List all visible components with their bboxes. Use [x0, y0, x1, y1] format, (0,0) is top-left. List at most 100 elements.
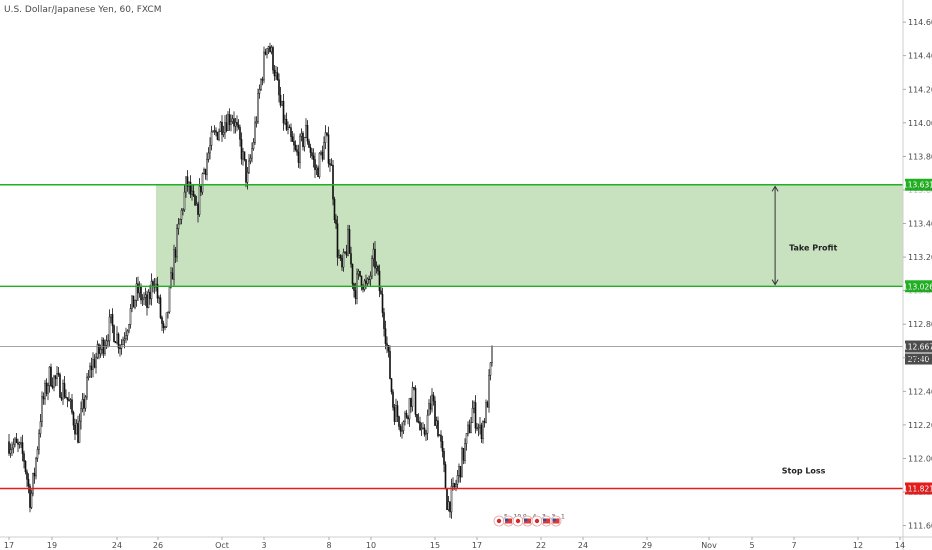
candle: [242, 147, 244, 166]
candle: [404, 410, 406, 426]
candle: [258, 84, 261, 99]
candle: [164, 325, 166, 331]
candle: [74, 418, 76, 440]
candle: [147, 289, 150, 309]
candle: [230, 114, 232, 132]
stop-price-badge: [905, 482, 932, 495]
candle: [65, 389, 67, 399]
stop-loss-label: Stop Loss: [782, 467, 826, 476]
candle: [480, 422, 483, 443]
candle: [30, 489, 33, 510]
candle: [348, 225, 351, 254]
candle: [185, 176, 187, 198]
candle: [341, 254, 343, 271]
candle: [186, 170, 189, 192]
candle: [489, 362, 492, 381]
candle: [123, 332, 126, 349]
candle: [374, 241, 376, 276]
candle: [428, 399, 430, 416]
y-tick-label: 111.600: [908, 522, 932, 531]
candle: [224, 115, 226, 140]
candle: [390, 377, 393, 395]
candle: [299, 133, 301, 169]
candle: [173, 244, 175, 286]
candle: [456, 470, 459, 489]
candle: [318, 152, 321, 179]
candle: [426, 409, 429, 441]
candle: [207, 147, 210, 163]
candle: [272, 45, 274, 74]
candle: [216, 131, 219, 141]
candle: [246, 166, 249, 190]
candle: [212, 130, 214, 133]
candle: [15, 433, 18, 444]
candle: [479, 417, 481, 435]
candle: [228, 108, 231, 131]
candle: [320, 150, 322, 156]
take-profit-arrow[interactable]: [771, 185, 779, 286]
candle: [386, 336, 388, 354]
y-tick-label: 114.200: [908, 85, 932, 94]
candle: [158, 295, 160, 304]
candle: [290, 123, 292, 142]
candle: [329, 158, 331, 172]
candle: [14, 436, 16, 448]
candle: [323, 136, 325, 160]
candle: [470, 417, 472, 434]
x-tick-label: 14: [895, 541, 905, 550]
candle: [144, 287, 147, 306]
candle: [41, 391, 43, 427]
candle: [204, 168, 207, 180]
x-tick-label: 19: [47, 541, 57, 550]
candle: [380, 285, 382, 295]
candle: [176, 224, 178, 262]
candle: [84, 394, 87, 412]
candle: [128, 323, 130, 334]
y-tick-label: 113.400: [908, 220, 932, 229]
x-tick-label: 24: [112, 541, 122, 550]
candle: [414, 385, 417, 418]
candle: [125, 327, 127, 344]
candle: [137, 276, 139, 302]
candle: [413, 386, 415, 391]
candle: [95, 352, 97, 374]
candle: [267, 45, 270, 55]
take-profit-zone[interactable]: [155, 184, 903, 287]
candle: [231, 114, 234, 125]
candle: [477, 423, 480, 437]
candle: [8, 433, 10, 456]
candle: [291, 130, 294, 142]
candle: [395, 398, 397, 422]
candle: [120, 339, 123, 355]
candle: [300, 128, 303, 142]
candle: [132, 295, 135, 308]
candle: [357, 268, 360, 280]
candle: [194, 194, 196, 207]
candle: [347, 224, 349, 257]
candle: [446, 488, 448, 511]
candle: [345, 244, 348, 258]
candle: [321, 145, 324, 162]
candle: [77, 415, 79, 444]
candle: [296, 144, 298, 156]
candle: [162, 320, 165, 334]
candle: [305, 118, 307, 139]
candle: [441, 435, 444, 458]
candle: [32, 472, 34, 497]
candle: [27, 473, 30, 494]
candle: [149, 284, 151, 305]
candle: [209, 137, 211, 160]
event-marker-us[interactable]: 1: [550, 514, 565, 527]
candle: [161, 315, 163, 332]
candle: [425, 429, 427, 441]
candle: [87, 370, 90, 381]
candle: [168, 285, 171, 314]
candle: [371, 255, 373, 280]
candle: [24, 460, 27, 475]
candle: [396, 400, 399, 422]
candle: [108, 309, 111, 347]
candle: [252, 138, 255, 151]
y-tick-label: 113.800: [908, 152, 932, 161]
candle: [326, 132, 328, 137]
